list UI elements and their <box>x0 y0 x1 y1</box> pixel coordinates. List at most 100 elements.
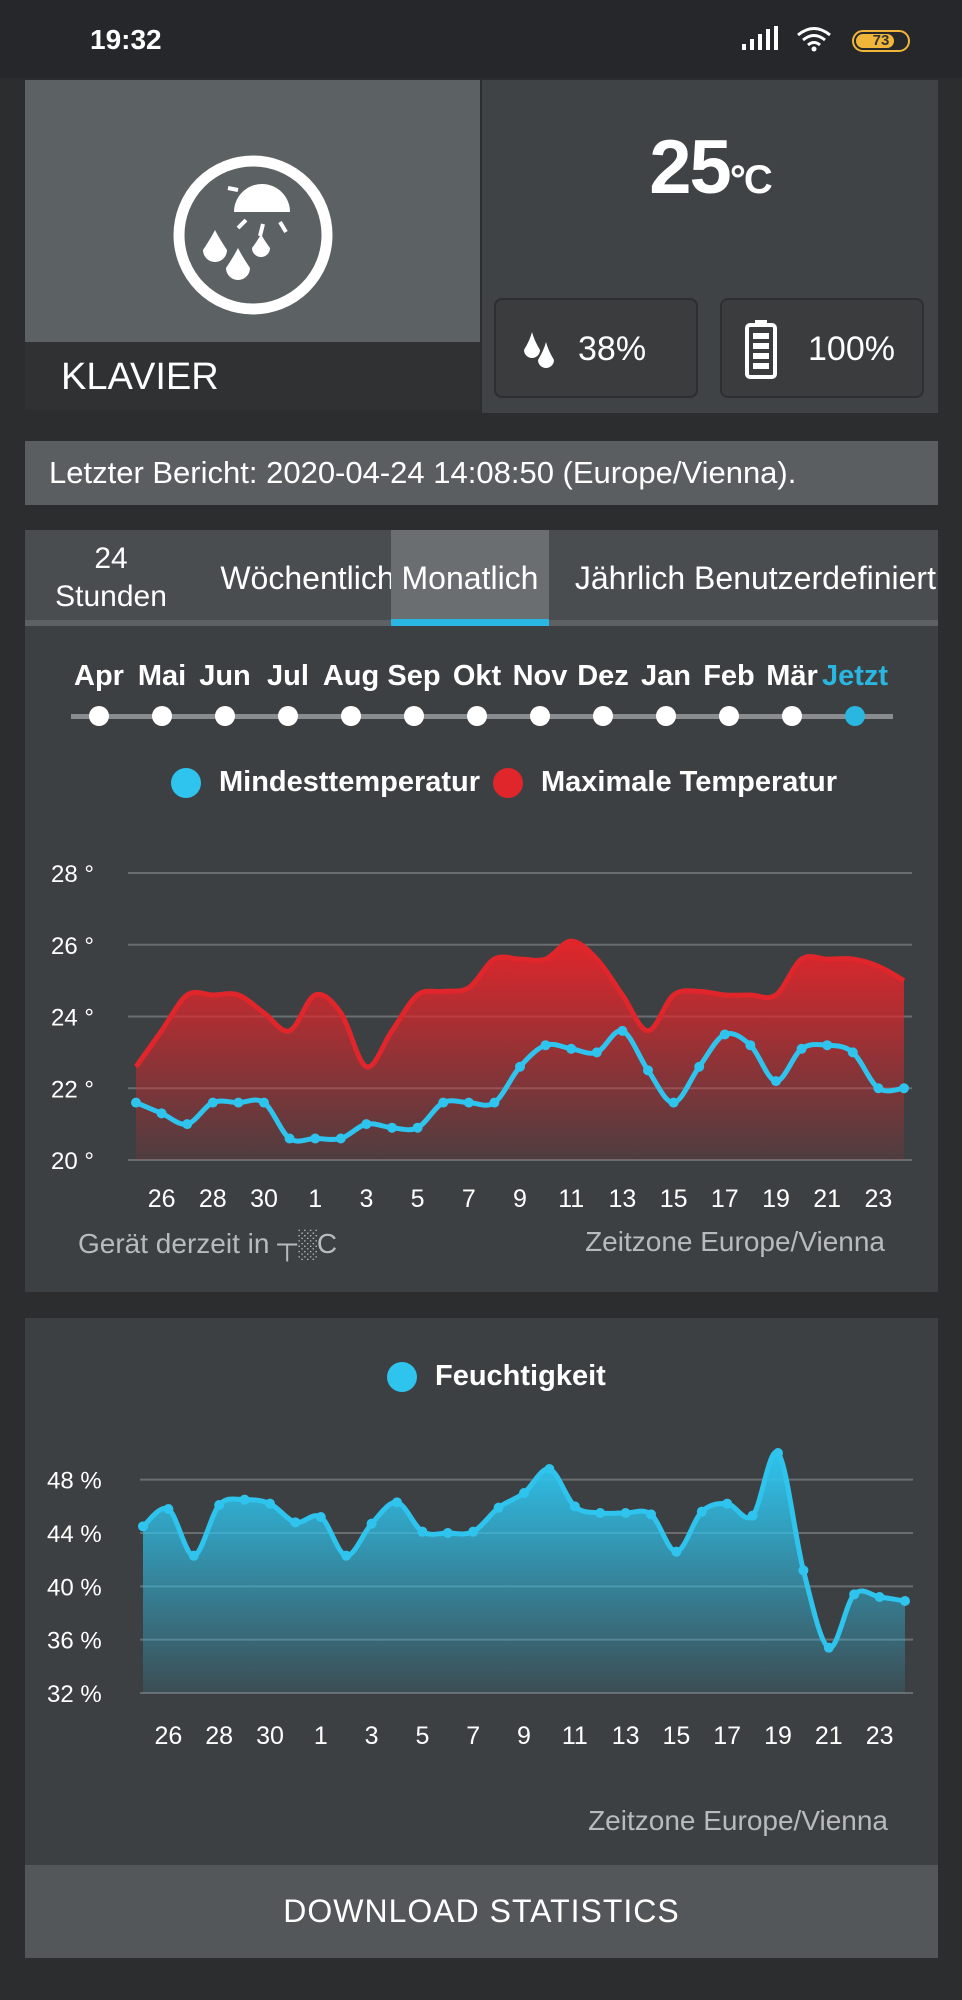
data-point-0-25 <box>771 1076 781 1087</box>
data-point-0-20 <box>646 1509 656 1520</box>
data-point-0-0 <box>131 1097 141 1108</box>
legend-min-label: Mindesttemperatur <box>219 766 481 798</box>
month-dot-1[interactable] <box>152 706 172 726</box>
data-point-0-11 <box>412 1122 423 1133</box>
tab-24-stunden[interactable]: 24 Stunden <box>55 542 167 613</box>
data-point-0-1 <box>156 1108 167 1119</box>
month-dot-9[interactable] <box>656 706 676 726</box>
data-point-0-27 <box>823 1642 834 1653</box>
month-dot-5[interactable] <box>404 706 424 726</box>
data-point-0-28 <box>847 1047 858 1058</box>
month-dot-10[interactable] <box>719 706 739 726</box>
battery-tile: 100% <box>720 298 924 398</box>
data-point-0-16 <box>540 1040 551 1051</box>
y-tick-label-1: 22 ° <box>51 1076 94 1103</box>
x-tick-label-12: 19 <box>762 1185 790 1210</box>
month-dot-8[interactable] <box>593 706 613 726</box>
month-label-2[interactable]: Jun <box>199 660 251 692</box>
data-point-0-29 <box>873 1083 884 1094</box>
series-area-1 <box>136 941 904 1160</box>
month-label-0[interactable]: Apr <box>74 660 124 692</box>
tab-benutzerdefiniert[interactable]: Benutzerdefiniert <box>694 559 936 596</box>
month-label-5[interactable]: Sep <box>387 660 441 692</box>
x-tick-label-11: 17 <box>713 1722 741 1750</box>
month-label-8[interactable]: Dez <box>577 660 629 692</box>
x-tick-label-7: 9 <box>513 1185 527 1210</box>
data-point-0-14 <box>489 1097 500 1108</box>
x-tick-label-2: 30 <box>256 1722 284 1750</box>
month-label-10[interactable]: Feb <box>703 660 755 692</box>
month-dot-7[interactable] <box>530 706 550 726</box>
last-report-text: Letzter Bericht: 2020-04-24 14:08:50 (Eu… <box>49 455 797 490</box>
x-tick-label-6: 7 <box>462 1185 476 1210</box>
month-dot-4[interactable] <box>341 706 361 726</box>
month-label-11[interactable]: Mär <box>766 660 818 692</box>
battery-fill <box>856 34 894 48</box>
data-point-0-24 <box>745 1040 756 1051</box>
month-label-9[interactable]: Jan <box>641 660 691 692</box>
y-tick-label-0: 20 ° <box>51 1148 94 1175</box>
month-dot-2[interactable] <box>215 706 235 726</box>
month-dot-12[interactable] <box>845 706 865 726</box>
legend-humidity: Feuchtigkeit <box>387 1360 606 1393</box>
data-point-0-21 <box>668 1097 679 1108</box>
month-label-12[interactable]: Jetzt <box>821 660 889 692</box>
x-tick-label-1: 28 <box>199 1185 227 1210</box>
x-tick-label-10: 15 <box>662 1722 690 1750</box>
tab-jaehrlich[interactable]: Jährlich <box>574 559 686 596</box>
humidity-timezone-footer: Zeitzone Europe/Vienna <box>588 1805 888 1836</box>
x-tick-label-0: 26 <box>154 1722 182 1750</box>
x-tick-label-13: 21 <box>815 1722 843 1750</box>
data-point-0-27 <box>822 1040 833 1051</box>
device-name-bar: KLAVIER <box>25 342 480 410</box>
x-tick-label-6: 7 <box>466 1722 480 1750</box>
month-label-3[interactable]: Jul <box>267 660 309 692</box>
device-card[interactable]: KLAVIER <box>25 80 480 410</box>
humidity-icon <box>524 332 554 368</box>
month-dot-6[interactable] <box>467 706 487 726</box>
series-line-1 <box>133 938 906 1070</box>
tab-woechentlich[interactable]: Wöchentlich <box>220 559 395 596</box>
data-point-0-23 <box>722 1498 733 1509</box>
data-point-0-14 <box>493 1502 504 1513</box>
month-dot-11[interactable] <box>782 706 802 726</box>
data-point-0-9 <box>361 1119 372 1130</box>
data-point-0-4 <box>233 1097 244 1108</box>
x-tick-label-3: 1 <box>308 1185 322 1210</box>
download-statistics-button[interactable]: DOWNLOAD STATISTICS <box>25 1865 938 1958</box>
month-label-7[interactable]: Nov <box>512 660 568 692</box>
data-point-0-11 <box>417 1526 428 1537</box>
month-label-4[interactable]: Aug <box>322 660 380 692</box>
month-label-6[interactable]: Okt <box>452 660 502 692</box>
x-tick-label-9: 13 <box>608 1185 636 1210</box>
status-bar: 19:32 73 <box>0 0 962 78</box>
data-point-0-29 <box>874 1592 885 1602</box>
data-point-0-3 <box>207 1097 218 1108</box>
current-temperature: 25°C <box>482 124 938 211</box>
x-tick-label-3: 1 <box>314 1722 328 1750</box>
weather-rain-sun-icon <box>173 155 333 315</box>
data-point-0-3 <box>214 1500 225 1510</box>
legend-min-dot <box>171 767 201 798</box>
battery-icon: 73 <box>852 30 910 52</box>
humidity-value: 38% <box>578 330 647 368</box>
y-tick-label-1: 36 % <box>47 1628 102 1655</box>
humidity-chart: 32 %36 %40 %44 %48 %26 28 30 1 3 5 7 9 11 13 15 17 1… <box>47 1448 913 1750</box>
month-dot-0[interactable] <box>89 706 109 726</box>
battery-level-icon <box>745 320 777 379</box>
device-name: KLAVIER <box>61 356 219 398</box>
data-point-0-1 <box>163 1504 174 1514</box>
tab-monatlich[interactable]: Monatlich <box>391 530 549 626</box>
data-point-0-10 <box>387 1122 397 1133</box>
data-point-0-9 <box>366 1518 377 1529</box>
month-dot-3[interactable] <box>278 706 298 726</box>
legend-max: Maximale Temperatur <box>493 766 837 799</box>
x-tick-label-4: 3 <box>359 1185 373 1210</box>
device-icon-area <box>25 80 480 342</box>
month-label-1[interactable]: Mai <box>137 660 187 692</box>
data-point-0-7 <box>315 1512 326 1522</box>
data-point-0-22 <box>694 1061 705 1072</box>
data-point-0-0 <box>138 1521 148 1532</box>
x-tick-label-0: 26 <box>148 1185 176 1210</box>
data-point-0-22 <box>696 1506 707 1517</box>
